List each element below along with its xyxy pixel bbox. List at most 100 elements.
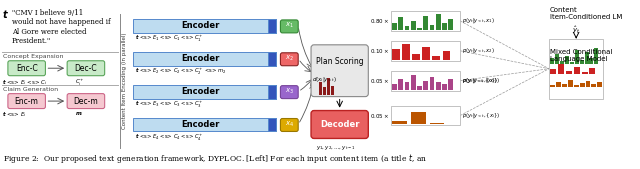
Text: $p(y_t|y_{<t},x_2)$: $p(y_t|y_{<t},x_2)$ — [462, 46, 495, 55]
Bar — [591, 84, 596, 87]
Text: $\boldsymbol{t}$ <s> $E_2$ <s> $C_2$ <s> $C_2^+$ <s> $m_2$: $\boldsymbol{t}$ <s> $E_2$ <s> $C_2$ <s>… — [135, 67, 227, 77]
Bar — [331, 86, 333, 95]
Text: Content: Content — [550, 7, 578, 13]
Text: Enc-C: Enc-C — [16, 64, 38, 73]
Text: $p(y_t|y_{<t},\{x_i\})$: $p(y_t|y_{<t},\{x_i\})$ — [462, 76, 500, 85]
Text: Concept Expansion: Concept Expansion — [3, 54, 63, 59]
Text: Content Item Encoding (in parallel): Content Item Encoding (in parallel) — [122, 32, 127, 129]
Bar — [323, 87, 326, 95]
Bar — [586, 81, 591, 87]
FancyBboxPatch shape — [280, 20, 298, 33]
Bar — [392, 121, 407, 125]
Bar — [433, 56, 440, 60]
Bar — [398, 79, 403, 90]
Bar — [319, 82, 322, 95]
Bar — [392, 84, 397, 90]
Text: $x_3$: $x_3$ — [285, 87, 294, 96]
Bar — [411, 75, 416, 90]
Bar — [398, 17, 403, 30]
Bar — [589, 58, 593, 64]
Text: $0.05\times$: $0.05\times$ — [370, 77, 389, 85]
Text: Encoder: Encoder — [181, 21, 220, 30]
Bar — [556, 82, 561, 87]
Bar — [573, 85, 579, 87]
Text: would not have happened if: would not have happened if — [12, 18, 111, 26]
Bar — [442, 51, 451, 60]
FancyBboxPatch shape — [8, 94, 45, 108]
Text: $\boldsymbol{t}$ <s> $E_i$: $\boldsymbol{t}$ <s> $E_i$ — [2, 111, 27, 119]
Text: $0.10\times$: $0.10\times$ — [370, 47, 389, 55]
Bar — [580, 60, 584, 64]
Bar — [570, 62, 573, 64]
Text: Al Gore were elected: Al Gore were elected — [12, 28, 86, 36]
FancyBboxPatch shape — [311, 45, 368, 97]
Bar — [550, 85, 555, 87]
Bar — [133, 117, 276, 131]
Bar — [589, 68, 595, 74]
Bar — [423, 16, 428, 30]
Text: $y_1, y_2, \ldots, y_{t-1}$: $y_1, y_2, \ldots, y_{t-1}$ — [316, 144, 355, 152]
Bar — [412, 54, 420, 60]
Bar — [558, 64, 564, 74]
Bar — [436, 14, 441, 30]
Bar — [442, 84, 447, 90]
Text: Claim Generation: Claim Generation — [3, 87, 58, 92]
Bar — [391, 106, 460, 126]
FancyBboxPatch shape — [280, 118, 298, 131]
Text: $\boldsymbol{t}$ <s> $E_4$ <s> $C_4$ <s> $C_4^+$: $\boldsymbol{t}$ <s> $E_4$ <s> $C_4$ <s>… — [135, 132, 204, 143]
Bar — [392, 23, 397, 30]
Text: Figure 2:  Our proposed text generation framework, DYPLOC. [Left] For each input: Figure 2: Our proposed text generation f… — [3, 152, 428, 165]
Text: Language Model: Language Model — [550, 56, 607, 62]
Bar — [417, 28, 422, 30]
Bar — [555, 54, 559, 64]
Text: Encoder: Encoder — [181, 87, 220, 96]
Bar — [580, 83, 584, 87]
Text: Encoder: Encoder — [181, 54, 220, 63]
Bar — [402, 44, 410, 60]
Bar — [448, 79, 453, 90]
Bar — [423, 81, 428, 90]
Text: $\boldsymbol{t}$ <s> $E_1$ <s> $C_1$ <s> $C_1^+$: $\boldsymbol{t}$ <s> $E_1$ <s> $C_1$ <s>… — [135, 34, 204, 44]
FancyBboxPatch shape — [8, 61, 45, 76]
Text: Item-Conditioned LM: Item-Conditioned LM — [550, 14, 622, 20]
Bar — [391, 11, 460, 31]
Text: $d(x_i|y_{<t})$: $d(x_i|y_{<t})$ — [312, 75, 337, 84]
Text: $0.05\times$: $0.05\times$ — [370, 112, 389, 119]
Text: $p(y_t|y_{<t},\{x_i\})$: $p(y_t|y_{<t},\{x_i\})$ — [462, 111, 500, 120]
Bar — [417, 86, 422, 90]
Bar — [391, 41, 460, 61]
Bar — [268, 19, 276, 33]
FancyBboxPatch shape — [67, 94, 105, 108]
Text: Dec-C: Dec-C — [75, 64, 97, 73]
Bar — [550, 69, 556, 74]
Bar — [429, 25, 435, 30]
Bar — [573, 67, 580, 74]
Bar — [584, 52, 589, 64]
Bar — [404, 26, 410, 30]
Bar — [411, 112, 426, 125]
Text: $x_1$: $x_1$ — [285, 21, 294, 30]
Bar — [133, 19, 276, 33]
Bar — [575, 50, 579, 64]
Text: Encoder: Encoder — [181, 120, 220, 129]
Text: $\boldsymbol{t}$ <s> $E_3$ <s> $C_3$ <s> $C_3^+$: $\boldsymbol{t}$ <s> $E_3$ <s> $C_3$ <s>… — [135, 100, 204, 110]
Bar — [448, 19, 453, 30]
FancyBboxPatch shape — [67, 61, 105, 76]
Bar — [566, 71, 572, 74]
Bar — [404, 82, 410, 90]
Bar — [392, 49, 400, 60]
Bar — [268, 85, 276, 99]
Bar — [268, 117, 276, 131]
Bar — [391, 71, 460, 91]
Bar — [327, 78, 330, 95]
Text: Enc-m: Enc-m — [15, 97, 38, 106]
Text: $p(y_t|y_{<t},x_1)$: $p(y_t|y_{<t},x_1)$ — [462, 16, 495, 25]
Bar — [436, 82, 441, 90]
Bar — [133, 52, 276, 66]
Text: Decoder: Decoder — [320, 120, 360, 129]
Bar — [268, 52, 276, 66]
Text: $\boldsymbol{m}_i$: $\boldsymbol{m}_i$ — [75, 111, 84, 118]
Text: $0.80\times$: $0.80\times$ — [370, 17, 389, 25]
FancyBboxPatch shape — [311, 111, 368, 138]
Text: "CMV I believe 9/11: "CMV I believe 9/11 — [12, 9, 83, 17]
